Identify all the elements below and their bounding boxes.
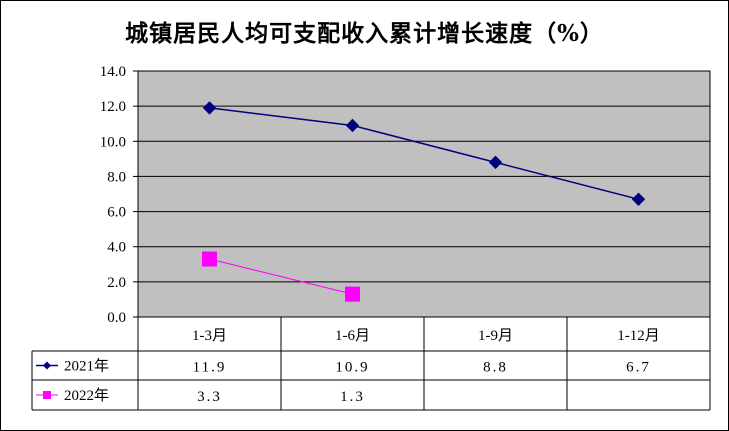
series-line-1 xyxy=(209,258,353,295)
series-0-point-0 xyxy=(202,101,217,115)
x-category-label-3: 1-12月 xyxy=(617,328,660,344)
table-value-0-0: 11.9 xyxy=(193,360,227,376)
y-tick-label-5: 10.0 xyxy=(100,134,126,150)
y-tick-label-7: 14.0 xyxy=(100,64,126,80)
y-tick-label-0: 0.0 xyxy=(107,310,126,326)
table-value-0-1: 10.9 xyxy=(335,360,369,376)
series-1-point-0 xyxy=(202,251,217,267)
table-value-0-2: 8.8 xyxy=(483,360,508,376)
x-category-label-2: 1-9月 xyxy=(478,328,513,344)
series-0-point-1 xyxy=(345,118,360,133)
legend-marker-1 xyxy=(43,391,51,399)
plot-area xyxy=(137,70,711,318)
x-category-label-1: 1-6月 xyxy=(335,328,370,344)
table-value-0-3: 6.7 xyxy=(626,360,651,376)
y-tick-label-4: 8.0 xyxy=(107,169,126,185)
legend-marker-0 xyxy=(43,361,51,370)
y-tick-label-1: 2.0 xyxy=(107,275,126,291)
y-tick-label-2: 4.0 xyxy=(107,240,126,256)
legend-label-1: 2022年 xyxy=(64,387,109,404)
y-tick-label-6: 12.0 xyxy=(100,99,126,115)
series-line-0 xyxy=(209,107,639,200)
table-value-1-1: 1.3 xyxy=(340,389,365,405)
series-0-point-3 xyxy=(631,192,646,206)
y-tick-label-3: 6.0 xyxy=(107,205,126,221)
x-category-label-0: 1-3月 xyxy=(192,328,227,344)
legend-label-0: 2021年 xyxy=(64,358,109,375)
series-1-point-1 xyxy=(345,286,360,302)
table-value-1-0: 3.3 xyxy=(197,389,222,405)
chart-title: 城镇居民人均可支配收入累计增长速度（%） xyxy=(125,20,604,47)
series-0-point-2 xyxy=(488,155,503,170)
